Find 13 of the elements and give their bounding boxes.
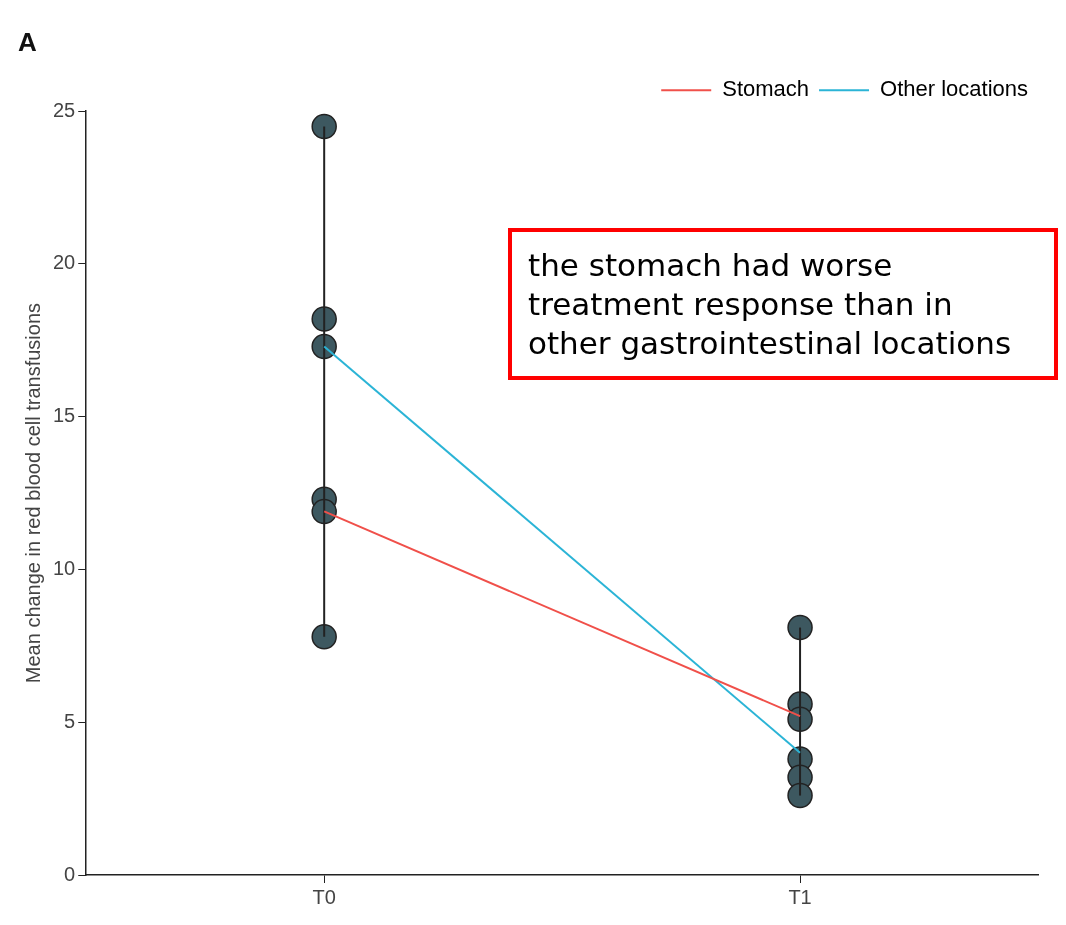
annotation: the stomach had worse treatment response than in other gastrointestinal locations <box>508 228 1058 381</box>
x-tick-label: T0 <box>312 885 336 908</box>
y-tick-label: 20 <box>53 251 76 274</box>
y-tick-label: 10 <box>53 557 76 579</box>
x-tick-label: T1 <box>788 885 812 908</box>
chart-title: A <box>18 26 37 57</box>
y-tick-label: 15 <box>53 404 76 427</box>
legend-label: Stomach <box>722 76 810 102</box>
y-tick-label: 0 <box>64 862 76 885</box>
y-tick-label: 25 <box>53 98 76 121</box>
y-axis-title: Mean change in red blood cell transfusions <box>21 302 44 684</box>
y-tick-label: 5 <box>64 709 76 732</box>
legend-label: Other locations <box>880 76 1029 102</box>
